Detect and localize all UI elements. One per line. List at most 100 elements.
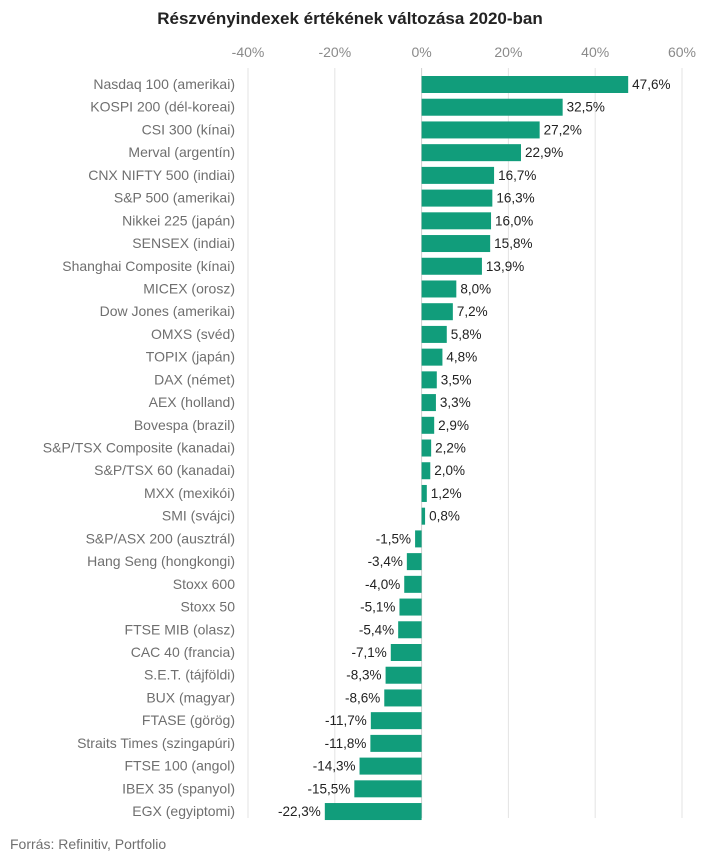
bars [324, 76, 629, 821]
value-label: -14,3% [313, 759, 356, 774]
x-axis-ticks: -40% -20% 0% 20% 40% 60% [232, 44, 696, 60]
category-label: Nasdaq 100 (amerikai) [93, 76, 235, 92]
bar [399, 598, 422, 616]
value-label: 16,7% [498, 168, 536, 183]
category-label: AEX (holland) [149, 394, 235, 410]
category-label: Hang Seng (hongkongi) [87, 553, 235, 569]
source-note: Forrás: Refinitiv, Portfolio [10, 836, 167, 852]
x-tick-label: 60% [668, 44, 696, 60]
bar [421, 325, 447, 343]
category-label: Merval (argentín) [128, 144, 235, 160]
bar [421, 462, 431, 480]
bar [406, 553, 422, 571]
bar [421, 76, 629, 93]
value-label: 0,8% [429, 509, 460, 524]
value-label: 16,3% [496, 191, 534, 206]
value-label: -11,8% [325, 736, 367, 751]
category-label: Stoxx 600 [173, 576, 235, 592]
x-tick-label: -40% [232, 44, 265, 60]
category-label: SMI (svájci) [162, 508, 235, 524]
category-label: CSI 300 (kínai) [142, 121, 235, 137]
category-label: DAX (német) [154, 371, 235, 387]
category-label: SENSEX (indiai) [132, 235, 235, 251]
value-labels: 47,6% 32,5% 27,2% 22,9% 16,7% 16,3% 16,0% 15,8%… [278, 77, 670, 819]
category-label: S&P/TSX Composite (kanadai) [43, 440, 235, 456]
bar [421, 484, 427, 502]
bar [354, 780, 422, 798]
value-label: 3,5% [441, 372, 472, 387]
category-label: S&P/TSX 60 (kanadai) [94, 462, 235, 478]
value-label: -8,6% [345, 690, 380, 705]
category-label: CAC 40 (francia) [131, 644, 235, 660]
value-label: 13,9% [486, 259, 524, 274]
value-label: 22,9% [525, 145, 563, 160]
category-label: Bovespa (brazil) [134, 417, 235, 433]
value-label: 15,8% [494, 236, 532, 251]
category-label: OMXS (svéd) [151, 326, 235, 342]
value-label: -8,3% [346, 668, 381, 683]
bar [398, 621, 422, 639]
bar [324, 803, 422, 821]
value-label: -5,1% [360, 600, 395, 615]
value-label: 16,0% [495, 213, 533, 228]
category-label: FTSE MIB (olasz) [125, 621, 235, 637]
category-label: Straits Times (szingapúri) [77, 735, 235, 751]
bar [421, 303, 453, 321]
value-label: -11,7% [325, 713, 367, 728]
value-label: -1,5% [376, 531, 411, 546]
category-label: S.E.T. (tájföldi) [144, 667, 235, 683]
bar [384, 689, 422, 707]
value-label: 32,5% [567, 100, 605, 115]
category-label: FTASE (görög) [142, 712, 235, 728]
value-label: 2,0% [434, 463, 465, 478]
category-label: S&P 500 (amerikai) [114, 190, 235, 206]
value-label: 8,0% [460, 281, 491, 296]
bar [370, 712, 422, 730]
bar [421, 189, 493, 207]
bar [421, 439, 432, 457]
value-label: -22,3% [278, 804, 321, 819]
value-label: -3,4% [368, 554, 403, 569]
category-label: MXX (mexikói) [144, 485, 235, 501]
bar [421, 257, 482, 275]
bar [421, 348, 443, 366]
category-label: FTSE 100 (angol) [125, 758, 236, 774]
bar [370, 734, 422, 752]
category-label: Shanghai Composite (kínai) [62, 258, 235, 274]
category-label: EGX (egyiptomi) [132, 803, 235, 819]
category-labels: Nasdaq 100 (amerikai) KOSPI 200 (dél-kore… [43, 76, 235, 819]
category-label: KOSPI 200 (dél-koreai) [90, 99, 235, 115]
value-label: 3,3% [440, 395, 471, 410]
bar [415, 530, 422, 548]
value-label: 1,2% [431, 486, 462, 501]
category-label: TOPIX (japán) [146, 349, 235, 365]
value-label: 7,2% [457, 304, 488, 319]
category-label: Dow Jones (amerikai) [100, 303, 235, 319]
category-label: Stoxx 50 [181, 599, 236, 615]
value-label: 27,2% [544, 122, 582, 137]
bar [421, 98, 563, 116]
x-tick-label: -20% [318, 44, 351, 60]
category-label: BUX (magyar) [146, 689, 235, 705]
value-label: -5,4% [359, 622, 394, 637]
category-label: CNX NIFTY 500 (indiai) [88, 167, 235, 183]
bar [421, 166, 495, 184]
bar [421, 144, 521, 162]
bar [421, 416, 435, 434]
bar [385, 666, 422, 684]
x-tick-label: 20% [494, 44, 522, 60]
value-label: 2,2% [435, 441, 466, 456]
value-label: 4,8% [446, 350, 477, 365]
bar [421, 121, 540, 139]
x-tick-label: 0% [411, 44, 431, 60]
value-label: -15,5% [308, 781, 351, 796]
bar [421, 280, 457, 298]
value-label: 47,6% [632, 77, 670, 92]
x-tick-label: 40% [581, 44, 609, 60]
bar [404, 575, 422, 593]
bar [421, 212, 492, 230]
category-label: MICEX (orosz) [143, 280, 235, 296]
bar [390, 644, 422, 661]
category-label: IBEX 35 (spanyol) [122, 780, 235, 796]
